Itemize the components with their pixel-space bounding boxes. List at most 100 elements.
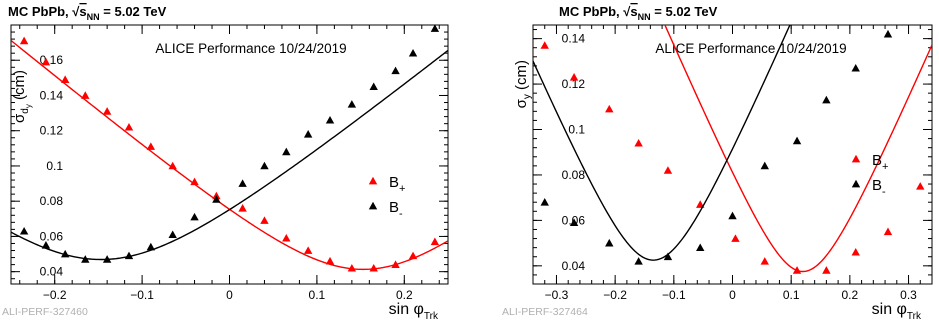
- legend-label: B-: [872, 177, 886, 198]
- data-point-series-2: [347, 100, 357, 108]
- data-point-series-1: [41, 57, 51, 66]
- data-point-series-2: [81, 255, 90, 263]
- legend-sub: -: [399, 208, 403, 220]
- chart-header: MC PbPb, √sNN = 5.02 TeV: [8, 4, 167, 22]
- data-point-series-2: [728, 211, 737, 220]
- y-tick-label: 0.1: [568, 123, 585, 137]
- header-s: s: [630, 4, 637, 19]
- data-point-series-2: [102, 255, 112, 263]
- x-label-sub: Trk: [424, 311, 439, 322]
- x-tick-label: −0.3: [545, 288, 569, 302]
- data-point-series-2: [408, 48, 418, 57]
- x-axis-label: sin φTrk: [389, 301, 439, 322]
- y-tick-label: 0.04: [562, 259, 586, 273]
- data-point-series-2: [260, 161, 269, 170]
- legend-marker: [851, 154, 861, 163]
- header-prefix: MC PbPb,: [8, 4, 69, 19]
- data-point-series-2: [124, 251, 134, 260]
- y-tick-label: 0.1: [46, 159, 63, 173]
- x-tick-label: 0: [226, 288, 233, 302]
- data-point-series-1: [540, 41, 549, 49]
- x-tick-label: 0.2: [842, 288, 859, 302]
- x-tick-label: 0.2: [396, 288, 413, 302]
- data-point-series-1: [260, 216, 269, 224]
- data-point-series-2: [540, 198, 549, 206]
- data-point-series-1: [822, 266, 831, 274]
- data-point-series-1: [916, 182, 925, 190]
- y-label-sub: d: [20, 108, 31, 114]
- x-label-main: sin φ: [389, 301, 424, 318]
- data-point-series-2: [391, 66, 400, 75]
- data-point-series-2: [883, 29, 893, 38]
- legend-marker: [368, 176, 378, 185]
- data-point-series-1: [238, 204, 247, 212]
- data-point-series-1: [190, 177, 199, 186]
- x-tick-label: −0.2: [603, 288, 627, 302]
- data-point-series-1: [168, 161, 177, 170]
- fit-curve-2: [11, 49, 448, 261]
- data-point-series-2: [146, 242, 156, 251]
- performance-annotation: ALICE Performance 10/24/2019: [155, 41, 346, 56]
- fit-curve-1: [664, 25, 932, 273]
- data-point-series-2: [663, 252, 673, 261]
- y-label-unit: (cm): [513, 60, 530, 94]
- data-point-series-2: [569, 218, 579, 227]
- y-tick-label: 0.08: [562, 168, 586, 182]
- y-tick-label: 0.12: [562, 77, 586, 91]
- data-point-series-2: [792, 136, 802, 145]
- data-point-series-1: [634, 138, 643, 147]
- data-point-series-1: [303, 246, 313, 254]
- legend-marker: [368, 201, 378, 210]
- corner-label: ALI-PERF-327460: [2, 306, 88, 318]
- data-point-series-2: [212, 195, 221, 203]
- y-axis-label: σdy (cm): [11, 70, 33, 123]
- data-point-series-1: [102, 107, 112, 115]
- x-axis-label: sin φTrk: [872, 301, 922, 322]
- data-point-series-1: [282, 233, 291, 242]
- legend-text: B: [389, 174, 399, 191]
- data-point-series-1: [124, 122, 134, 131]
- y-axis-label: σy (cm): [513, 60, 533, 108]
- data-point-series-2: [282, 147, 291, 156]
- y-label-subsub: y: [24, 104, 33, 108]
- y-tick-label: 0.14: [40, 88, 64, 102]
- data-point-series-1: [430, 237, 440, 246]
- data-point-series-2: [303, 130, 313, 138]
- legend-text: B: [872, 177, 882, 194]
- fit-curve-2: [533, 25, 791, 261]
- sqrt-symbol: √: [620, 4, 632, 19]
- data-point-series-2: [822, 95, 831, 104]
- fit-curve-1: [11, 39, 448, 271]
- x-tick-label: −0.1: [662, 288, 686, 302]
- header-s-sub: NN: [87, 12, 100, 22]
- data-point-series-2: [851, 63, 860, 72]
- data-point-series-2: [634, 257, 643, 265]
- legend-label: B+: [389, 174, 405, 195]
- chart-panel-1: MC PbPb, √sNN = 5.02 TeV 0.04 0.06 0.08 0.1 0…: [2, 4, 449, 322]
- y-tick-label: 0.08: [40, 194, 64, 208]
- sqrt-symbol: √: [69, 4, 81, 19]
- y-tick-label: 0.06: [40, 229, 64, 243]
- x-tick-label: −0.1: [130, 288, 154, 302]
- data-point-series-2: [325, 115, 335, 124]
- data-point-series-1: [569, 73, 579, 81]
- legend-label: B+: [872, 152, 888, 173]
- data-point-series-1: [347, 263, 357, 272]
- legend-text: B: [872, 152, 882, 169]
- legend-label: B-: [389, 199, 403, 220]
- data-point-series-1: [605, 104, 614, 113]
- data-point-series-1: [731, 234, 740, 242]
- y-tick-label: 0.12: [40, 124, 64, 138]
- data-point-series-2: [430, 24, 440, 32]
- legend-sub: +: [882, 161, 888, 173]
- data-point-series-1: [391, 260, 400, 268]
- legend-marker: [851, 179, 861, 188]
- y-label-sub: y: [522, 94, 533, 99]
- data-point-series-1: [369, 263, 378, 272]
- plot-frame: [10, 24, 449, 285]
- y-label-unit: (cm): [11, 70, 28, 104]
- header-energy: = 5.02 TeV: [100, 4, 167, 19]
- y-label-sigma: σ: [11, 113, 28, 123]
- data-point-series-2: [238, 179, 247, 187]
